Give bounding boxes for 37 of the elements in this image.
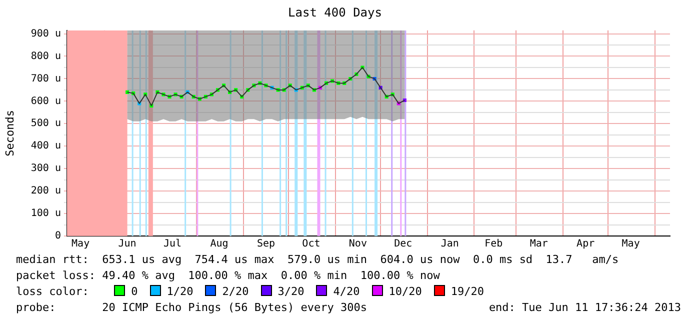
x-tick-label: Mar: [530, 238, 548, 250]
x-tick-label: May: [622, 238, 640, 250]
x-tick-label: Jan: [440, 238, 459, 250]
chart-title: Last 400 Days: [288, 5, 382, 20]
legend-label: 2/20: [222, 285, 249, 298]
x-tick-label: Jul: [163, 238, 182, 250]
x-tick-label: Sep: [256, 238, 276, 250]
y-tick-label: 900 u: [30, 28, 61, 40]
x-tick-label: Dec: [394, 238, 412, 250]
y-tick-label: 0: [54, 230, 61, 242]
y-tick-label: 400 u: [30, 140, 61, 152]
y-tick-label: 500 u: [30, 118, 61, 130]
legend-label: 19/20: [450, 285, 484, 298]
y-tick-label: 200 u: [30, 186, 61, 197]
x-tick-label: Aug: [210, 238, 228, 250]
x-tick-label: Nov: [348, 238, 367, 250]
legend-label: 0: [131, 285, 138, 298]
legend-label: 1/20: [166, 285, 194, 298]
y-tick-label: 600 u: [30, 96, 61, 107]
x-tick-label: Apr: [576, 238, 595, 250]
x-tick-label: Feb: [484, 238, 503, 250]
text: packet loss: 49.40 % avg 100.00 % max 0.00 % min 100.00 % now: [16, 268, 441, 284]
y-axis-title: Seconds: [3, 110, 16, 156]
text: median rtt: 653.1 us avg 754.4 us max 579.0 us min 604.0 us now 0.0 ms sd 13.7 am/s: [16, 252, 620, 268]
x-tick-label: Oct: [302, 238, 320, 250]
legend-title: loss color:: [16, 285, 89, 298]
x-tick-label: May: [72, 238, 90, 250]
text: end: Tue Jun 11 17:36:24 2013: [488, 300, 681, 316]
y-tick-label: 300 u: [30, 163, 61, 174]
x-tick-label: Jun: [118, 238, 136, 250]
legend-label: 10/20: [388, 285, 422, 298]
legend-label: 3/20: [278, 285, 304, 298]
text: probe: 20 ICMP Echo Pings (56 Bytes) every 300s: [16, 301, 367, 314]
y-tick-label: 800 u: [30, 50, 61, 62]
legend-label: 4/20: [333, 285, 360, 298]
y-tick-label: 700 u: [30, 73, 61, 84]
y-tick-label: 100 u: [30, 208, 61, 220]
